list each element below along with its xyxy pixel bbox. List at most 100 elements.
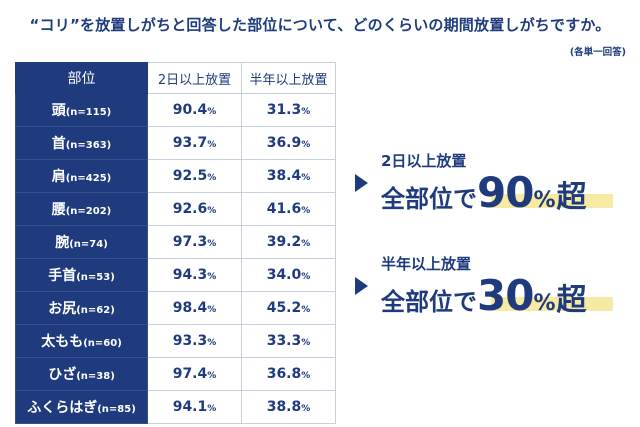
percent-unit: % [301,140,311,150]
sample-size: (n=38) [76,371,115,382]
part-name: 手首 [48,268,77,284]
sample-size: (n=363) [65,140,112,151]
table-row: お尻(n=62) 98.4% 45.2% [15,291,336,325]
value-half-year: 39.2% [241,225,336,259]
table-row: ひざ(n=38) 97.4% 36.8% [15,357,336,391]
percent-unit: % [207,338,217,348]
part-cell: 腰(n=202) [15,192,148,226]
percent-unit: % [301,239,311,249]
value-number: 94.1 [172,399,208,415]
value-number: 31.3 [266,102,302,118]
percent-unit: % [207,404,217,414]
value-number: 97.4 [172,366,208,382]
value-number: 93.7 [172,135,208,151]
sample-size: (n=60) [83,338,122,349]
callout-half-year: 半年以上放置 全部位で30%超 [355,253,625,323]
value-number: 41.6 [266,201,302,217]
percent-unit: % [301,173,311,183]
part-name: ひざ [48,367,77,383]
value-half-year: 33.3% [241,324,336,358]
value-2days: 94.1% [147,390,242,424]
part-name: 首 [51,136,66,152]
value-2days: 97.4% [147,357,242,391]
part-name: 肩 [51,169,66,185]
part-name: お尻 [48,301,77,317]
value-number: 92.5 [172,168,208,184]
percent-unit: % [301,338,311,348]
value-number: 36.9 [266,135,302,151]
callout-number: 90 [477,168,534,217]
part-name: 太もも [41,334,84,350]
part-name: 腕 [55,235,70,251]
value-2days: 94.3% [147,258,242,292]
value-half-year: 36.8% [241,357,336,391]
value-number: 36.8 [266,366,302,382]
value-half-year: 45.2% [241,291,336,325]
callout-suffix: 超 [556,283,587,318]
value-half-year: 36.9% [241,126,336,160]
value-half-year: 34.0% [241,258,336,292]
callout-lead: 全部位で [381,185,477,213]
sample-size: (n=425) [65,173,112,184]
value-2days: 92.6% [147,192,242,226]
value-half-year: 38.8% [241,390,336,424]
percent-unit: % [207,206,217,216]
table-row: ふくらはぎ(n=85) 94.1% 38.8% [15,390,336,424]
part-name: 頭 [51,103,66,119]
table-row: 首(n=363) 93.7% 36.9% [15,126,336,160]
sample-size: (n=115) [65,107,112,118]
value-half-year: 38.4% [241,159,336,193]
callout-percent: % [533,291,556,316]
value-number: 90.4 [172,102,208,118]
callout-subtitle: 2日以上放置 [381,152,467,170]
callout-subtitle: 半年以上放置 [381,255,472,273]
part-cell: 首(n=363) [15,126,148,160]
column-header-half-year: 半年以上放置 [241,62,336,94]
callout-lead: 全部位で [381,288,477,316]
sample-size: (n=85) [97,404,136,415]
percent-unit: % [301,305,311,315]
value-number: 98.4 [172,300,208,316]
sample-size: (n=62) [76,305,115,316]
percent-unit: % [207,272,217,282]
part-cell: 手首(n=53) [15,258,148,292]
percent-unit: % [207,140,217,150]
table-row: 太もも(n=60) 93.3% 33.3% [15,324,336,358]
percent-unit: % [207,371,217,381]
value-number: 33.3 [266,333,302,349]
part-cell: ふくらはぎ(n=85) [15,390,148,424]
value-number: 45.2 [266,300,302,316]
column-header-part: 部位 [15,62,148,94]
value-number: 94.3 [172,267,208,283]
sample-size: (n=74) [69,239,108,250]
callout-2days: 2日以上放置 全部位で90%超 [355,150,625,220]
table-row: 腕(n=74) 97.3% 39.2% [15,225,336,259]
value-number: 97.3 [172,234,208,250]
value-2days: 90.4% [147,93,242,127]
percent-unit: % [301,404,311,414]
value-2days: 98.4% [147,291,242,325]
results-table: 部位 2日以上放置 半年以上放置 頭(n=115) 90.4% 31.3% 首(… [15,62,336,424]
table-row: 手首(n=53) 94.3% 34.0% [15,258,336,292]
part-cell: 太もも(n=60) [15,324,148,358]
part-cell: 腕(n=74) [15,225,148,259]
answer-note: (各単一回答) [569,47,626,58]
part-name: 腰 [51,202,66,218]
percent-unit: % [207,239,217,249]
header-row: 部位 2日以上放置 半年以上放置 [15,62,336,94]
callout-percent: % [533,188,556,213]
part-cell: 肩(n=425) [15,159,148,193]
value-number: 38.8 [266,399,302,415]
value-half-year: 41.6% [241,192,336,226]
part-cell: 頭(n=115) [15,93,148,127]
table-row: 腰(n=202) 92.6% 41.6% [15,192,336,226]
percent-unit: % [301,206,311,216]
value-2days: 92.5% [147,159,242,193]
callout-suffix: 超 [556,180,587,215]
value-2days: 93.7% [147,126,242,160]
part-cell: お尻(n=62) [15,291,148,325]
callout-headline: 全部位で90%超 [381,168,587,217]
value-number: 39.2 [266,234,302,250]
value-2days: 93.3% [147,324,242,358]
highlight-marker [491,297,613,311]
